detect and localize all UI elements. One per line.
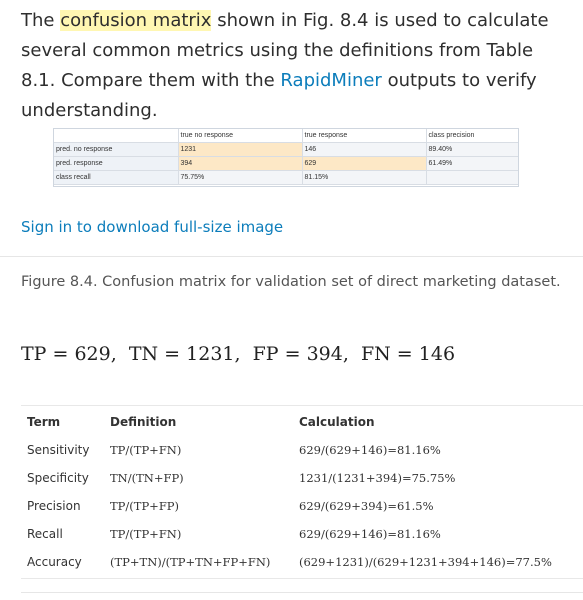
column-header-calculation: Calculation [299,415,375,429]
definition-cell: TP/(TP+FN) [110,527,182,541]
calculation-cell: (629+1231)/(629+1231+394+146)=77.5% [299,555,552,569]
matrix-row: pred. response 394 629 61.49% [54,156,518,171]
definition-cell: TN/(TN+FP) [110,471,184,485]
term-cell: Specificity [27,471,89,485]
figure-caption: Figure 8.4. Confusion matrix for validat… [21,274,561,290]
calculation-cell: 629/(629+146)=81.16% [299,527,441,541]
term-cell: Sensitivity [27,443,90,457]
matrix-row-label: pred. response [54,156,179,171]
intro-text-middle: shown in Fig. 8.4 is used to calculate s… [21,10,549,91]
column-header-definition: Definition [110,415,177,429]
calculation-cell: 629/(629+146)=81.16% [299,443,441,457]
column-header-term: Term [27,415,61,429]
table-row: Specificity TN/(TN+FP) 1231/(1231+394)=7… [21,464,583,492]
intro-paragraph: The confusion matrix shown in Fig. 8.4 i… [21,6,561,126]
matrix-row: pred. no response 1231 146 89.40% [54,142,518,157]
definition-cell: TP/(TP+FN) [110,443,182,457]
matrix-row-label: pred. no response [54,142,179,157]
matrix-cell: 75.75% [178,170,303,185]
matrix-header-cell: true no response [178,129,303,143]
matrix-cell: 629 [302,156,427,171]
divider [0,256,583,257]
confusion-matrix-image: true no response true response class pre… [53,128,519,187]
table-row: Recall TP/(TP+FN) 629/(629+146)=81.16% [21,520,583,548]
matrix-cell: 61.49% [426,156,518,171]
matrix-cell: 394 [178,156,303,171]
matrix-cell: 89.40% [426,142,518,157]
matrix-cell: 1231 [178,142,303,157]
term-cell: Accuracy [27,555,82,569]
calculation-cell: 629/(629+394)=61.5% [299,499,434,513]
definition-cell: TP/(TP+FP) [110,499,180,513]
table-header-row: Term Definition Calculation [21,408,583,436]
highlighted-term[interactable]: confusion matrix [60,10,212,31]
metrics-table: Term Definition Calculation Sensitivity … [21,405,583,579]
calculation-cell: 1231/(1231+394)=75.75% [299,471,456,485]
term-cell: Precision [27,499,81,513]
definition-cell: (TP+TN)/(TP+TN+FP+FN) [110,555,271,569]
matrix-header-row: true no response true response class pre… [54,129,518,143]
intro-text-start: The [21,10,61,31]
table-row: Accuracy (TP+TN)/(TP+TN+FP+FN) (629+1231… [21,548,583,576]
term-cell: Recall [27,527,63,541]
matrix-header-cell [54,129,179,143]
matrix-cell: 81.15% [302,170,427,185]
table-row: Precision TP/(TP+FP) 629/(629+394)=61.5% [21,492,583,520]
table-row: Sensitivity TP/(TP+FN) 629/(629+146)=81.… [21,436,583,464]
rapidminer-link[interactable]: RapidMiner [280,70,382,91]
matrix-cell: 146 [302,142,427,157]
matrix-header-cell: true response [302,129,427,143]
values-equation: TP = 629, TN = 1231, FP = 394, FN = 146 [21,343,456,365]
matrix-row: class recall 75.75% 81.15% [54,170,518,185]
matrix-header-cell: class precision [426,129,518,143]
divider [21,592,583,593]
matrix-cell [426,170,518,185]
matrix-row-label: class recall [54,170,179,185]
intro-text-end: outputs to verify understanding. [21,70,537,121]
download-image-link[interactable]: Sign in to download full-size image [21,218,284,236]
